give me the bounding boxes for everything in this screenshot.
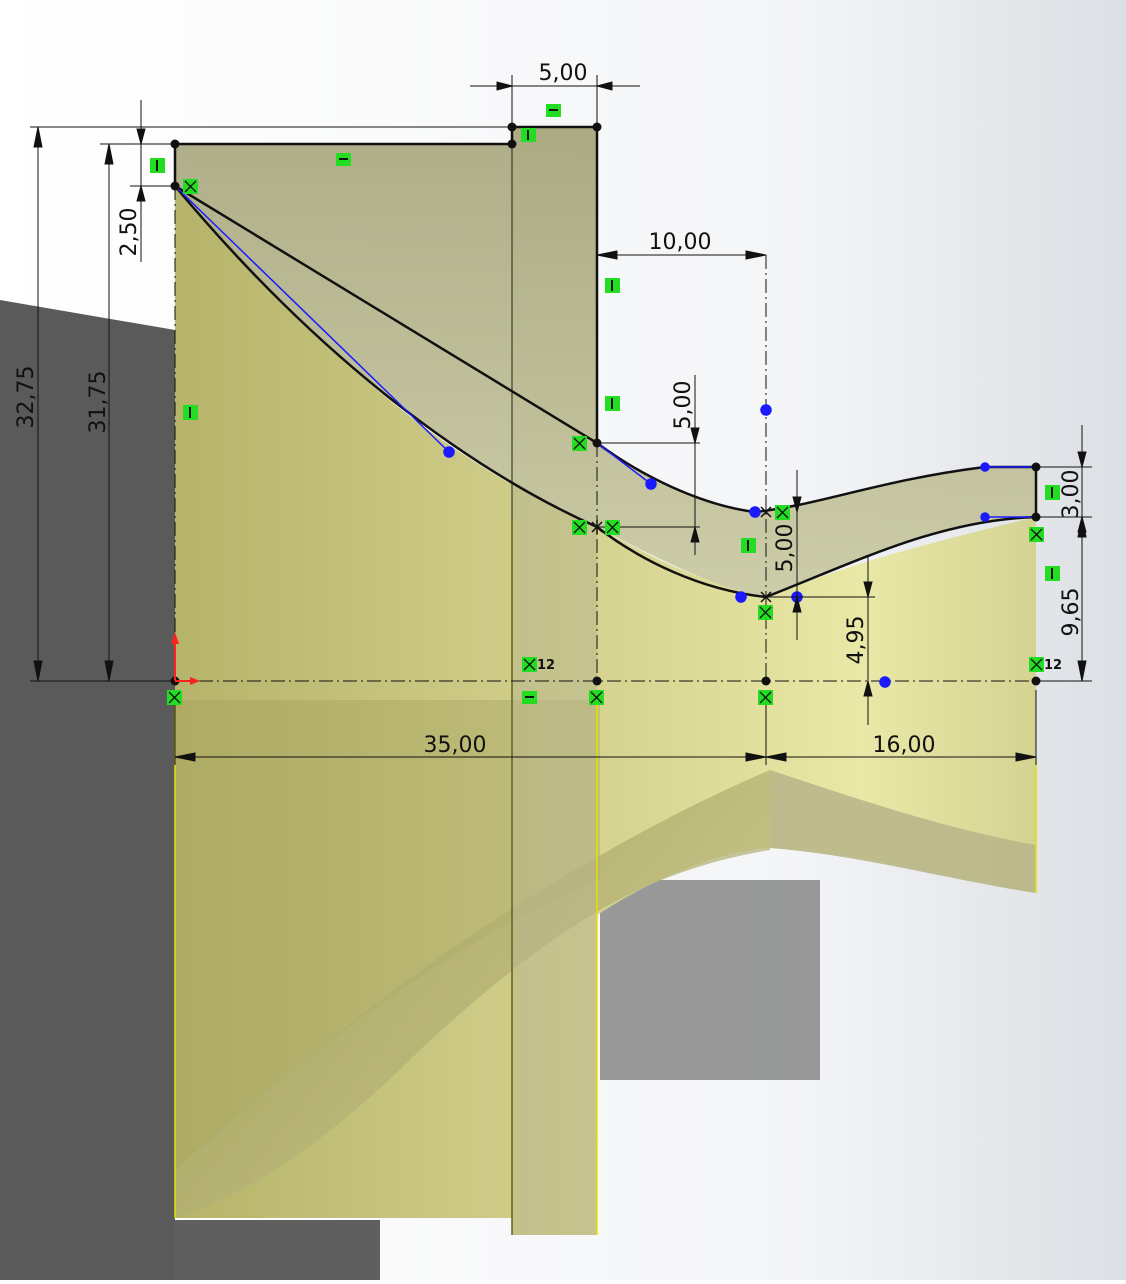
vertical-relation-icon	[605, 278, 620, 293]
part-shadow-left	[0, 300, 175, 1280]
vertical-relation-icon	[1045, 566, 1060, 581]
dimension-9-65[interactable]: 9,65	[1059, 588, 1084, 637]
spline-point-markers[interactable]	[591, 506, 772, 603]
horizontal-relation-icon	[522, 691, 537, 704]
coincident-relation-icon	[167, 690, 182, 705]
vertical-relation-icon	[605, 396, 620, 411]
dimension-4-95[interactable]: 4,95	[844, 616, 869, 665]
dimension-5-00-throat[interactable]: 5,00	[773, 524, 798, 573]
sketch-profile-region	[175, 127, 1036, 597]
horizontal-relation-icon	[546, 104, 561, 117]
coincident-relation-icon	[1029, 527, 1044, 542]
dimension-5-00-vertical[interactable]: 5,00	[671, 381, 696, 430]
vertical-relation-icon	[521, 128, 536, 142]
dimension-32-75[interactable]: 32,75	[14, 366, 39, 429]
coincident-relation-icon	[572, 520, 587, 535]
dimension-3-00[interactable]: 3,00	[1059, 470, 1084, 519]
relation-count-left: 12	[537, 658, 555, 673]
dimension-2-50[interactable]: 2,50	[117, 208, 142, 257]
inner-surface-shade	[175, 700, 600, 1170]
spline-handles[interactable]	[174, 185, 1036, 688]
coincident-relation-icon	[572, 436, 587, 451]
dimension-5-00-top[interactable]: 5,00	[539, 61, 588, 86]
coincident-relation-icon	[183, 179, 198, 194]
lower-curved-face	[175, 770, 770, 1218]
tangent-relation-icon	[522, 657, 537, 672]
vertical-relation-icon	[183, 405, 198, 420]
coincident-relation-icon	[775, 505, 790, 520]
part-shadow-bottom	[175, 1220, 380, 1280]
revolved-body[interactable]	[175, 180, 1036, 1235]
vertical-relation-icon	[1045, 485, 1060, 500]
outlet-lip-face	[770, 770, 1036, 893]
vertical-relation-icon	[741, 538, 756, 553]
coincident-relation-icon	[758, 605, 773, 620]
coincident-relation-icon	[605, 520, 620, 535]
dimension-35-00[interactable]: 35,00	[424, 733, 487, 758]
coincident-relation-icon	[758, 690, 773, 705]
coincident-relation-icon	[589, 690, 604, 705]
tangent-relation-icon	[1029, 657, 1044, 672]
relation-count-right: 12	[1044, 658, 1062, 673]
dimension-graphics	[30, 75, 1092, 765]
vertical-relation-icon	[150, 158, 165, 173]
relation-badges[interactable]: 12 12	[150, 104, 1062, 705]
part-shadow-right	[600, 880, 820, 1080]
dimension-31-75[interactable]: 31,75	[86, 371, 111, 434]
horizontal-relation-icon	[336, 153, 351, 166]
dimension-16-00[interactable]: 16,00	[873, 733, 936, 758]
dimension-10-00[interactable]: 10,00	[649, 230, 712, 255]
sketch-origin-icon[interactable]	[171, 632, 200, 685]
